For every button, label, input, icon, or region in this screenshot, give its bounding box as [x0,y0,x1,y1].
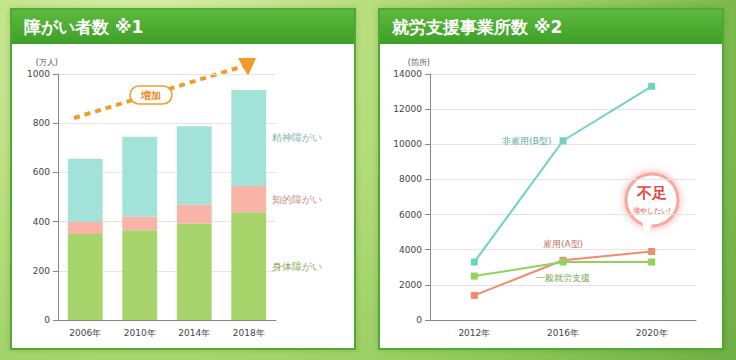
svg-text:精神障がい: 精神障がい [272,132,322,143]
svg-text:(箇所): (箇所) [408,58,430,67]
svg-text:600: 600 [33,167,50,177]
svg-text:1000: 1000 [27,69,50,79]
svg-text:2006年: 2006年 [69,328,101,338]
svg-text:増加: 増加 [140,90,161,101]
html-text:就労支援事業所数 ※2: 就労支援事業所数 ※2 [392,17,563,37]
svg-text:知的障がい: 知的障がい [272,194,322,205]
svg-text:非雇用(B型): 非雇用(B型) [502,136,551,146]
svg-text:2014年: 2014年 [178,328,210,338]
svg-text:雇用(A型): 雇用(A型) [543,239,583,249]
svg-text:2010年: 2010年 [124,328,156,338]
svg-text:0: 0 [416,315,422,325]
svg-text:2012年: 2012年 [458,328,490,338]
svg-text:身体障がい: 身体障がい [272,261,322,272]
svg-text:14000: 14000 [393,69,422,79]
html-text:障がい者数 ※1: 障がい者数 ※1 [24,17,144,37]
svg-text:400: 400 [33,217,50,227]
svg-text:2018年: 2018年 [233,328,265,338]
svg-text:800: 800 [33,118,50,128]
svg-text:10000: 10000 [393,139,422,149]
svg-text:8000: 8000 [399,174,422,184]
svg-text:4000: 4000 [399,245,422,255]
svg-text:増やしたい!: 増やしたい! [632,206,671,215]
svg-text:0: 0 [44,315,50,325]
svg-text:2020年: 2020年 [636,328,668,338]
svg-text:(万人): (万人) [36,58,58,67]
svg-text:200: 200 [33,266,50,276]
svg-text:12000: 12000 [393,104,422,114]
svg-text:2000: 2000 [399,280,422,290]
svg-text:6000: 6000 [399,210,422,220]
svg-text:2016年: 2016年 [547,328,579,338]
svg-text:不足: 不足 [636,184,667,202]
svg-text:一般就労支援: 一般就労支援 [536,273,590,283]
